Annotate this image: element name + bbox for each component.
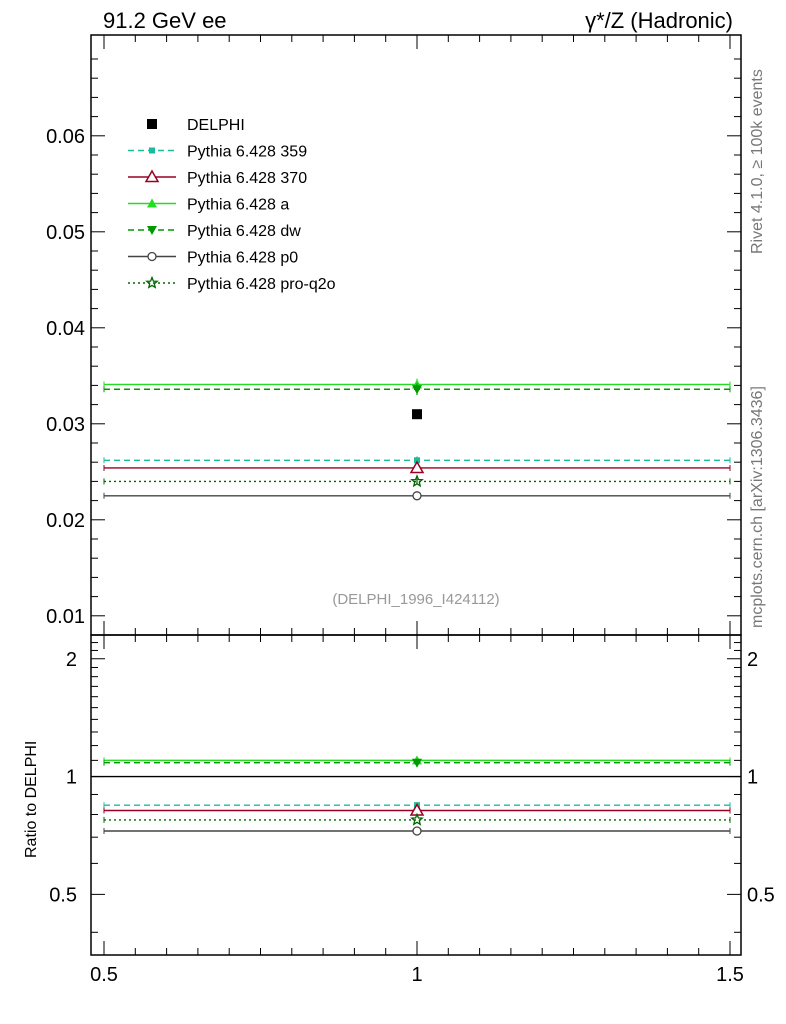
legend-marker-2 [147,198,157,208]
legend-marker-0 [149,147,155,154]
x-tick-label: 0.5 [90,964,118,986]
legend-marker-delphi [147,119,157,129]
ratio-series-marker-4 [412,826,422,836]
legend-label-5: Pythia 6.428 pro-q2o [187,276,336,293]
side-label-rivet: Rivet 4.1.0, ≥ 100k events [749,69,766,254]
legend-marker-5 [145,275,159,289]
main-series-marker-1 [409,460,425,474]
main-series-group [103,378,731,501]
legend: DELPHI Pythia 6.428 359 Pythia 6.428 370 Py… [128,117,336,293]
chart-title-right: γ*/Z (Hadronic) [585,8,733,33]
ratio-series-marker-5 [410,812,424,826]
main-y-tick-label: 0.04 [46,318,85,340]
ratio-y-tick-label-right: 2 [747,649,758,671]
main-series-marker-3 [412,385,422,395]
ratio-y-tick-label-left: 1 [66,767,77,789]
legend-label-1: Pythia 6.428 370 [187,170,307,187]
legend-marker-3 [147,226,157,235]
ratio-y-ticks: 0.5 0.5 1 1 2 2 [49,642,775,933]
main-y-ticks: 0.01 0.02 0.03 0.04 0.05 0.06 [46,58,741,636]
legend-marker-4 [147,251,157,262]
legend-label-4: Pythia 6.428 p0 [187,250,298,267]
ratio-y-tick-label-left: 2 [66,649,77,671]
main-y-tick-label: 0.02 [46,510,85,532]
main-series-marker-5 [410,474,424,488]
ratio-y-tick-label-left: 0.5 [49,884,77,906]
x-tick-label: 1.5 [716,964,744,986]
main-series-marker-4 [412,491,422,501]
legend-label-2: Pythia 6.428 a [187,197,289,214]
ratio-series-group [91,755,741,836]
x-ticks: 0.5 1 1.5 [90,35,744,986]
legend-marker-1 [144,169,160,183]
main-y-tick-label: 0.05 [46,222,85,244]
ratio-y-tick-label-right: 0.5 [747,884,775,906]
legend-label-delphi: DELPHI [187,117,245,134]
ratio-plot-frame [90,634,742,956]
ratio-series-marker-3 [412,758,422,768]
side-label-mcplots: mcplots.cern.ch [arXiv:1306.3436] [749,386,766,628]
analysis-label: (DELPHI_1996_I424112) [332,591,499,608]
main-y-tick-label: 0.06 [46,126,85,148]
chart-title-left: 91.2 GeV ee [103,8,227,33]
main-series-marker-0 [414,457,420,464]
ratio-y-axis-label: Ratio to DELPHI [23,741,40,858]
legend-label-0: Pythia 6.428 359 [187,144,307,161]
main-y-tick-label: 0.01 [46,606,85,628]
x-tick-label: 1 [411,964,422,986]
data-point-delphi [412,409,422,420]
ratio-y-tick-label-right: 1 [747,767,758,789]
legend-label-3: Pythia 6.428 dw [187,223,301,240]
main-y-tick-label: 0.03 [46,414,85,436]
